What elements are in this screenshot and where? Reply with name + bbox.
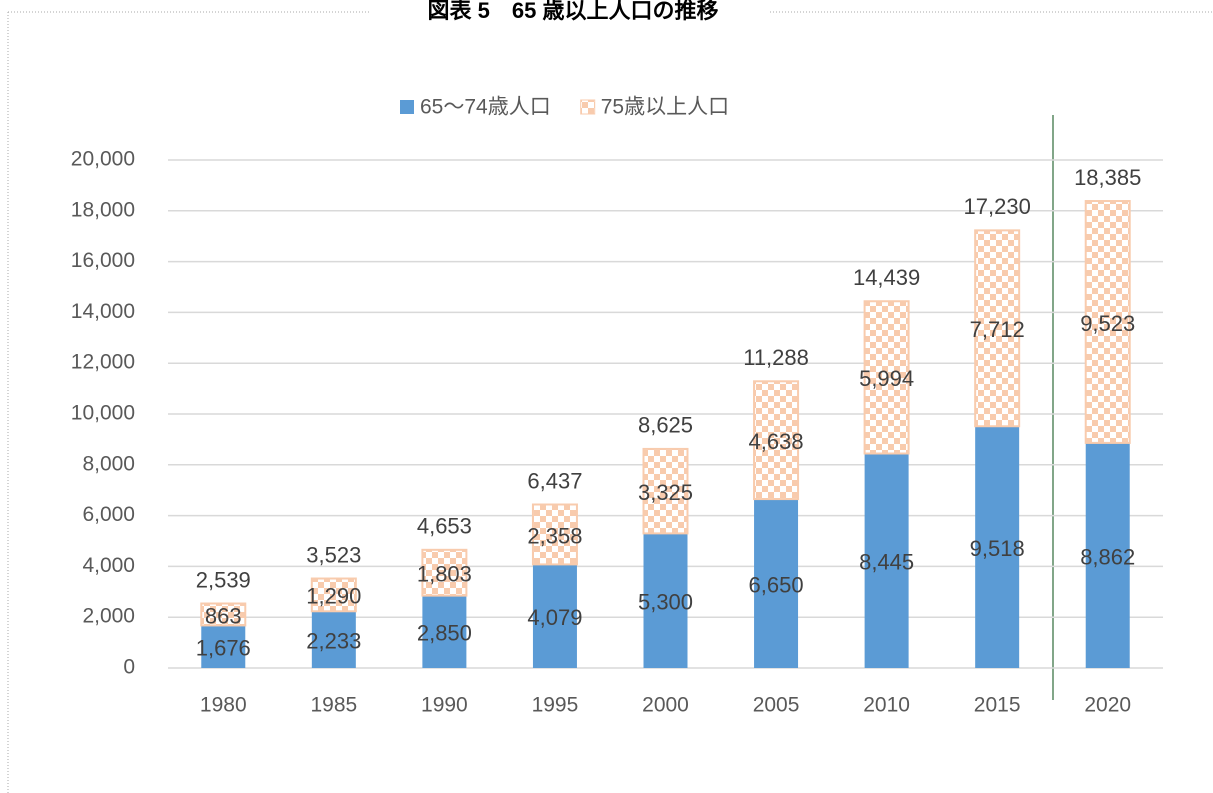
data-label: 3,325: [638, 480, 693, 505]
total-label: 11,288: [743, 345, 809, 370]
bar-segment: [422, 595, 467, 668]
x-tick-label: 2015: [974, 694, 1021, 717]
data-label: 863: [205, 603, 242, 628]
data-label: 7,712: [970, 317, 1025, 342]
x-tick-label: 2020: [1084, 694, 1131, 717]
bar-segment: [1084, 200, 1131, 444]
total-label: 2,539: [196, 567, 251, 592]
bar-segment: [974, 229, 1021, 428]
legend-swatch: [400, 100, 414, 114]
total-label: 6,437: [527, 468, 582, 493]
total-label: 18,385: [1074, 165, 1141, 190]
total-label: 17,230: [964, 194, 1031, 219]
bar-segment: [643, 533, 688, 668]
x-tick-label: 1990: [421, 694, 468, 717]
data-label: 9,518: [970, 536, 1025, 561]
data-label: 1,290: [306, 584, 361, 609]
bar-segment: [421, 548, 468, 597]
bar-segment: [754, 499, 799, 668]
data-label: 4,079: [527, 605, 582, 630]
total-label: 8,625: [638, 413, 693, 438]
y-tick-label: 20,000: [71, 148, 135, 171]
y-tick-label: 6,000: [82, 503, 135, 526]
chart-title: 図表 5 65 歳以上人口の推移: [428, 0, 719, 23]
data-label: 8,862: [1080, 544, 1135, 569]
data-label: 5,300: [638, 590, 693, 615]
y-tick-label: 10,000: [71, 402, 135, 425]
bar-segment: [642, 447, 689, 535]
y-tick-label: 4,000: [82, 554, 135, 577]
total-label: 3,523: [306, 542, 361, 567]
data-label: 1,803: [417, 562, 472, 587]
data-label: 6,650: [749, 572, 804, 597]
x-tick-label: 2000: [642, 694, 689, 717]
bar-segment: [531, 503, 578, 566]
bar-segment: [753, 380, 800, 501]
y-tick-label: 14,000: [71, 300, 135, 323]
bar-segment: [200, 602, 247, 627]
bar-segment: [864, 453, 909, 668]
data-label: 8,445: [859, 550, 914, 575]
x-tick-label: 1995: [532, 694, 579, 717]
bar-segment: [863, 300, 910, 455]
y-tick-label: 8,000: [82, 452, 135, 475]
bar-segment: [201, 625, 246, 668]
x-tick-label: 1980: [200, 694, 247, 717]
data-label: 9,523: [1080, 311, 1135, 336]
y-tick-label: 18,000: [71, 198, 135, 221]
data-label: 2,358: [527, 523, 582, 548]
bar-segment: [311, 611, 356, 668]
total-label: 4,653: [417, 514, 472, 539]
y-tick-label: 2,000: [82, 605, 135, 628]
data-label: 1,676: [196, 636, 251, 661]
title-bg: [370, 0, 770, 26]
x-tick-label: 2010: [863, 694, 910, 717]
bar-segment: [532, 564, 577, 668]
bar-segment: [1085, 442, 1130, 668]
data-label: 4,638: [749, 429, 804, 454]
legend-label: 65〜74歳人口: [420, 96, 551, 119]
x-tick-label: 1985: [310, 694, 357, 717]
x-tick-label: 2005: [753, 694, 800, 717]
data-label: 2,233: [306, 628, 361, 653]
y-tick-label: 0: [123, 656, 135, 679]
legend-label: 75歳以上人口: [601, 96, 729, 119]
legend-swatch: [580, 99, 596, 115]
y-tick-label: 16,000: [71, 249, 135, 272]
bar-segment: [310, 577, 357, 613]
data-label: 5,994: [859, 366, 914, 391]
y-tick-label: 12,000: [71, 351, 135, 374]
bar-segment: [975, 426, 1020, 668]
total-label: 14,439: [853, 265, 920, 290]
data-label: 2,850: [417, 621, 472, 646]
